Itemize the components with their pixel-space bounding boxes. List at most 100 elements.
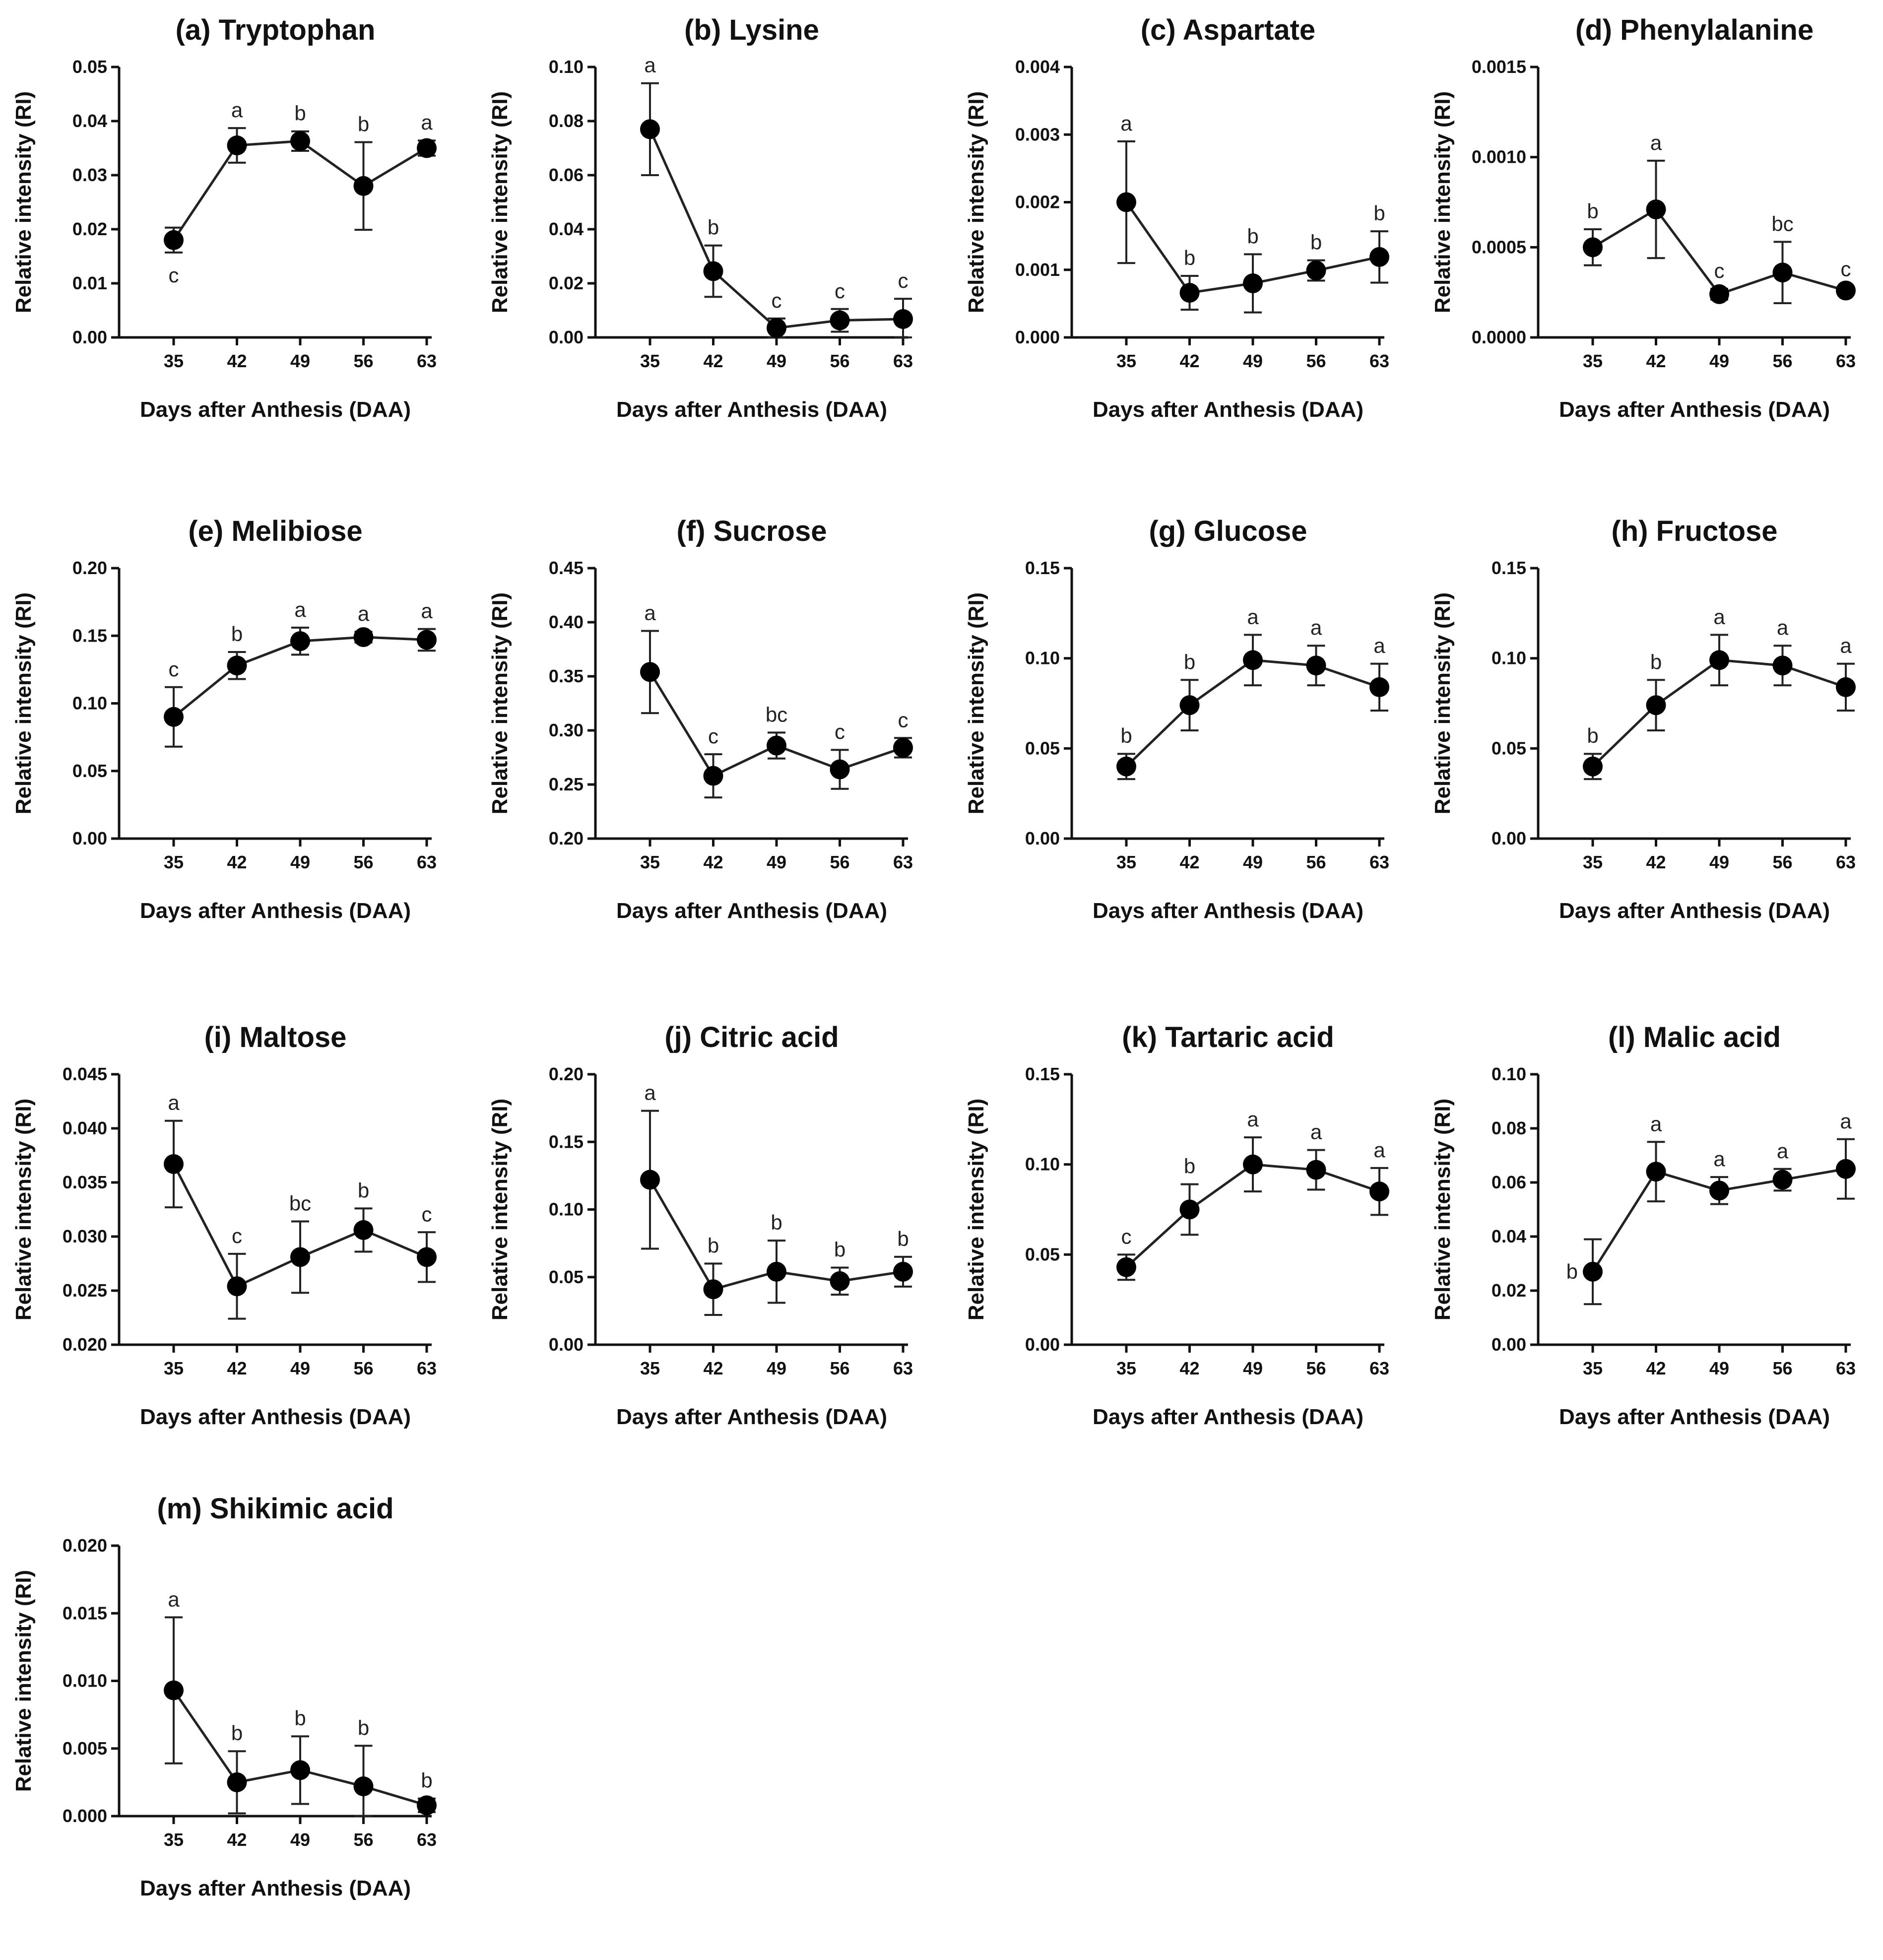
significance-letter: a bbox=[1310, 616, 1322, 639]
x-tick-label: 63 bbox=[1836, 351, 1856, 371]
x-tick-label: 42 bbox=[1646, 351, 1666, 371]
data-point bbox=[1243, 273, 1263, 293]
y-tick-label: 0.10 bbox=[549, 1199, 584, 1220]
significance-letter: c bbox=[708, 724, 718, 748]
significance-letter: a bbox=[1713, 605, 1725, 628]
x-tick-label: 49 bbox=[767, 351, 786, 371]
data-point bbox=[767, 735, 786, 756]
y-tick-label: 0.010 bbox=[63, 1671, 107, 1691]
y-tick-label: 0.00 bbox=[549, 327, 584, 347]
data-point bbox=[417, 138, 437, 158]
y-tick-label: 0.020 bbox=[63, 1334, 107, 1355]
significance-letter: b bbox=[1373, 201, 1385, 225]
chart-title: (c) Aspartate bbox=[1141, 14, 1315, 46]
y-tick-label: 0.06 bbox=[549, 165, 584, 185]
data-point bbox=[1369, 247, 1389, 267]
significance-letter: c bbox=[169, 657, 179, 681]
data-point bbox=[1369, 1181, 1389, 1202]
y-tick-label: 0.000 bbox=[1015, 327, 1060, 347]
significance-letter: b bbox=[708, 216, 719, 239]
x-tick-label: 49 bbox=[290, 351, 310, 371]
chart-panel: (e) Melibiose Relative intensity (RI) Days… bbox=[5, 506, 471, 982]
x-tick-label: 35 bbox=[1583, 852, 1603, 872]
y-axis-label: Relative intensity (RI) bbox=[11, 1099, 36, 1320]
x-tick-label: 49 bbox=[767, 1358, 786, 1378]
y-axis-label: Relative intensity (RI) bbox=[1430, 1099, 1455, 1320]
chart-title: (a) Tryptophan bbox=[176, 14, 376, 46]
y-tick-label: 0.03 bbox=[72, 165, 107, 185]
significance-letter: a bbox=[358, 602, 370, 625]
chart-panel: (d) Phenylalanine Relative intensity (RI)… bbox=[1424, 5, 1883, 481]
significance-letter: b bbox=[231, 622, 243, 646]
x-axis-label: Days after Anthesis (DAA) bbox=[140, 899, 411, 923]
x-tick-label: 42 bbox=[1646, 1358, 1666, 1378]
data-point bbox=[164, 1680, 184, 1700]
y-tick-label: 0.15 bbox=[1025, 558, 1060, 578]
x-tick-label: 42 bbox=[703, 1358, 723, 1378]
y-tick-label: 0.04 bbox=[72, 111, 107, 131]
data-point bbox=[227, 1772, 247, 1792]
y-tick-label: 0.10 bbox=[1025, 1154, 1060, 1175]
data-point bbox=[227, 135, 247, 156]
chart-svg: (m) Shikimic acid Relative intensity (RI)… bbox=[11, 1493, 437, 1900]
y-axis-label: Relative intensity (RI) bbox=[1430, 592, 1455, 814]
y-tick-label: 0.15 bbox=[1492, 558, 1526, 578]
chart-title: (e) Melibiose bbox=[188, 515, 362, 547]
x-tick-label: 35 bbox=[1116, 1358, 1136, 1378]
y-tick-label: 0.004 bbox=[1015, 57, 1060, 77]
significance-letter: b bbox=[1650, 650, 1662, 673]
y-axis-label: Relative intensity (RI) bbox=[488, 1099, 512, 1320]
chart-panel: (i) Maltose Relative intensity (RI) Days a… bbox=[5, 1012, 471, 1489]
y-tick-label: 0.15 bbox=[1025, 1064, 1060, 1084]
x-tick-label: 56 bbox=[1306, 1358, 1326, 1378]
x-tick-label: 49 bbox=[1243, 351, 1263, 371]
data-point bbox=[1646, 1162, 1666, 1182]
x-tick-label: 35 bbox=[1116, 351, 1136, 371]
x-tick-label: 56 bbox=[353, 1358, 373, 1378]
x-tick-label: 35 bbox=[164, 1358, 184, 1378]
x-tick-label: 63 bbox=[893, 351, 913, 371]
chart-svg: (j) Citric acid Relative intensity (RI) Da… bbox=[488, 1021, 913, 1429]
data-point bbox=[1179, 1199, 1200, 1220]
y-tick-label: 0.0000 bbox=[1472, 327, 1526, 347]
x-tick-label: 42 bbox=[227, 852, 247, 872]
chart-title: (j) Citric acid bbox=[664, 1021, 839, 1053]
chart-svg: (f) Sucrose Relative intensity (RI) Days a… bbox=[488, 515, 913, 923]
chart-svg: (l) Malic acid Relative intensity (RI) Day… bbox=[1430, 1021, 1856, 1429]
x-tick-label: 56 bbox=[353, 852, 373, 872]
chart-panel: (a) Tryptophan Relative intensity (RI) Day… bbox=[5, 5, 471, 481]
significance-letter: a bbox=[1247, 1108, 1259, 1131]
chart-panel: (h) Fructose Relative intensity (RI) Days … bbox=[1424, 506, 1883, 982]
chart-title: (g) Glucose bbox=[1149, 515, 1307, 547]
y-tick-label: 0.00 bbox=[549, 1334, 584, 1355]
data-point bbox=[703, 766, 723, 786]
y-axis-label: Relative intensity (RI) bbox=[11, 91, 36, 313]
significance-letter: a bbox=[1840, 1110, 1852, 1133]
y-tick-label: 0.0010 bbox=[1472, 147, 1526, 167]
data-point bbox=[417, 1795, 437, 1816]
significance-letter: a bbox=[421, 599, 433, 623]
y-tick-label: 0.30 bbox=[549, 720, 584, 740]
x-axis-label: Days after Anthesis (DAA) bbox=[140, 1405, 411, 1429]
significance-letter: b bbox=[1120, 724, 1132, 747]
chart-title: (h) Fructose bbox=[1611, 515, 1777, 547]
significance-letter: b bbox=[708, 1234, 719, 1257]
data-point bbox=[290, 1247, 310, 1267]
y-tick-label: 0.05 bbox=[1025, 1244, 1060, 1264]
x-tick-label: 63 bbox=[1836, 852, 1856, 872]
x-tick-label: 42 bbox=[227, 351, 247, 371]
x-axis-label: Days after Anthesis (DAA) bbox=[140, 397, 411, 422]
data-point bbox=[640, 1170, 660, 1190]
y-tick-label: 0.003 bbox=[1015, 124, 1060, 144]
y-tick-label: 0.000 bbox=[63, 1806, 107, 1826]
x-tick-label: 63 bbox=[1369, 1358, 1389, 1378]
x-tick-label: 35 bbox=[164, 1829, 184, 1850]
data-point bbox=[893, 1261, 913, 1282]
significance-letter: c bbox=[898, 708, 909, 731]
y-tick-label: 0.10 bbox=[1025, 648, 1060, 668]
y-tick-label: 0.025 bbox=[63, 1280, 107, 1301]
y-tick-label: 0.045 bbox=[63, 1064, 107, 1084]
x-tick-label: 42 bbox=[1179, 852, 1199, 872]
data-point bbox=[1772, 262, 1793, 283]
y-tick-label: 0.0005 bbox=[1472, 237, 1526, 257]
